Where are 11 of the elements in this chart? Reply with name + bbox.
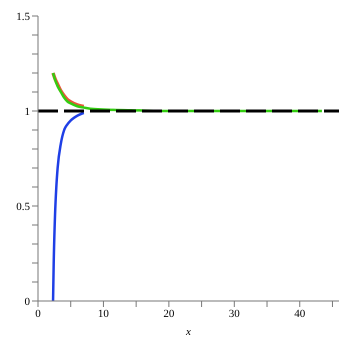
y-tick-label: 0 bbox=[24, 296, 30, 308]
y-tick-label: 0.5 bbox=[16, 200, 30, 213]
x-tick-label: 30 bbox=[228, 308, 240, 320]
y-tick-label: 1.5 bbox=[16, 10, 30, 23]
x-tick-label: 10 bbox=[98, 308, 110, 320]
x-tick-label: 20 bbox=[163, 308, 175, 320]
line-series bbox=[52, 112, 86, 301]
x-axis-title: x bbox=[185, 326, 192, 338]
x-tick-label: 40 bbox=[294, 308, 306, 320]
y-tick-label: 1 bbox=[24, 106, 30, 118]
x-tick-label: 0 bbox=[35, 308, 42, 320]
